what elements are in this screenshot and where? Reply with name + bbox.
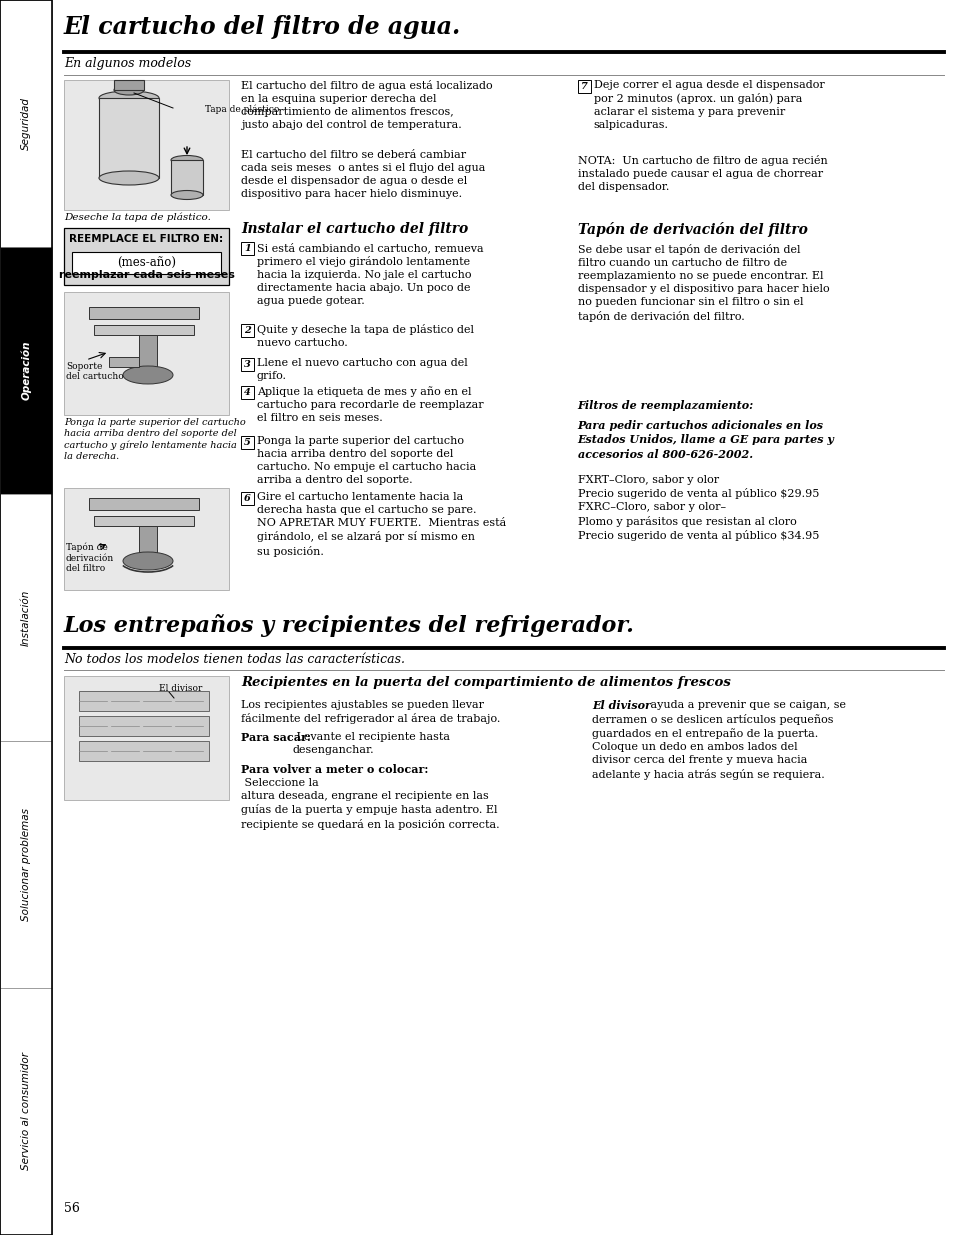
Text: (mes-año): (mes-año) [117, 257, 175, 269]
Text: Quite y deseche la tapa de plástico del
nuevo cartucho.: Quite y deseche la tapa de plástico del … [256, 324, 474, 348]
Text: El cartucho del filtro de agua.: El cartucho del filtro de agua. [64, 15, 460, 40]
Ellipse shape [113, 85, 144, 95]
Text: Instalar el cartucho del filtro: Instalar el cartucho del filtro [241, 222, 468, 236]
Bar [0, 0, 52, 1235]
Text: reemplazar cada seis meses: reemplazar cada seis meses [58, 270, 234, 280]
Bar [139, 526, 157, 561]
Text: NOTA:  Un cartucho de filtro de agua recién
instalado puede causar el agua de ch: NOTA: Un cartucho de filtro de agua reci… [577, 156, 826, 193]
Ellipse shape [99, 91, 159, 105]
Text: El cartucho del filtro se deberá cambiar
cada seis meses  o antes si el flujo de: El cartucho del filtro se deberá cambiar… [241, 149, 485, 199]
Bar [89, 308, 199, 319]
Bar [79, 692, 209, 711]
Text: Si está cambiando el cartucho, remueva
primero el viejo girándolo lentamente
hac: Si está cambiando el cartucho, remueva p… [256, 242, 483, 306]
Ellipse shape [123, 366, 172, 384]
Bar [139, 335, 157, 375]
Ellipse shape [171, 190, 203, 200]
Text: Solucionar problemas: Solucionar problemas [21, 808, 30, 921]
Text: Levante el recipiente hasta
desenganchar.: Levante el recipiente hasta desenganchar… [293, 732, 450, 755]
Text: 2: 2 [244, 326, 251, 335]
Bar [241, 387, 253, 399]
Text: Los entrepaños y recipientes del refrigerador.: Los entrepaños y recipientes del refrige… [64, 614, 634, 637]
Bar [94, 325, 193, 335]
Bar [241, 492, 253, 505]
Text: Gire el cartucho lentamente hacia la
derecha hasta que el cartucho se pare.
NO A: Gire el cartucho lentamente hacia la der… [256, 492, 506, 557]
Text: 1: 1 [244, 245, 251, 253]
Text: Deseche la tapa de plástico.: Deseche la tapa de plástico. [64, 212, 211, 222]
Text: Instalación: Instalación [21, 589, 30, 646]
Text: Ponga la parte superior del cartucho
hacia arriba dentro del soporte del
cartuch: Ponga la parte superior del cartucho hac… [64, 417, 246, 461]
Text: 6: 6 [244, 494, 251, 503]
Text: Tapa de plástico: Tapa de plástico [205, 105, 279, 115]
Bar [171, 161, 203, 195]
Bar [79, 716, 209, 736]
Bar [577, 80, 590, 93]
Bar [64, 488, 229, 590]
Text: derramen o se deslicen artículos pequeños
guardados en el entrepaño de la puerta: derramen o se deslicen artículos pequeño… [592, 714, 833, 779]
Text: Para volver a meter o colocar:: Para volver a meter o colocar: [241, 764, 428, 776]
Bar [94, 516, 193, 526]
Text: Filtros de reemplazamiento:: Filtros de reemplazamiento: [577, 400, 753, 411]
Bar [64, 291, 229, 415]
Text: Los recipientes ajustables se pueden llevar
fácilmente del refrigerador al área : Los recipientes ajustables se pueden lle… [241, 700, 500, 725]
Bar [0, 741, 52, 988]
Text: El divisor: El divisor [592, 700, 651, 711]
Text: ayuda a prevenir que se caigan, se: ayuda a prevenir que se caigan, se [647, 700, 845, 710]
Text: El divisor: El divisor [159, 684, 202, 693]
Ellipse shape [99, 170, 159, 185]
Text: 3: 3 [244, 359, 251, 369]
Bar [79, 741, 209, 761]
Bar [0, 494, 52, 741]
Text: El cartucho del filtro de agua está localizado
en la esquina superior derecha de: El cartucho del filtro de agua está loca… [241, 80, 492, 130]
Text: Deje correr el agua desde el dispensador
por 2 minutos (aprox. un galón) para
ac: Deje correr el agua desde el dispensador… [593, 80, 823, 131]
Text: FXRT–Cloro, sabor y olor
Precio sugerido de venta al público $29.95
FXRC–Cloro, : FXRT–Cloro, sabor y olor Precio sugerido… [577, 475, 818, 541]
Bar [99, 98, 159, 178]
Bar [71, 252, 221, 274]
Bar [0, 247, 52, 494]
Text: Soporte
del cartucho: Soporte del cartucho [66, 362, 124, 382]
Bar [64, 80, 229, 210]
Bar [109, 357, 139, 367]
Text: Para sacar:: Para sacar: [241, 732, 311, 743]
Bar [64, 228, 229, 285]
Text: Recipientes en la puerta del compartimiento de alimentos frescos: Recipientes en la puerta del compartimie… [241, 676, 730, 689]
Text: No todos los modelos tienen todas las características.: No todos los modelos tienen todas las ca… [64, 653, 405, 666]
Bar [64, 676, 229, 800]
Bar [241, 436, 253, 450]
Text: Seguridad: Seguridad [21, 98, 30, 149]
Text: Para pedir cartuchos adicionales en los
Estados Unidos, llame a GE para partes y: Para pedir cartuchos adicionales en los … [577, 420, 834, 459]
Text: Llene el nuevo cartucho con agua del
grifo.: Llene el nuevo cartucho con agua del gri… [256, 358, 467, 382]
Text: 5: 5 [244, 438, 251, 447]
Bar [0, 988, 52, 1235]
Text: Tapón de derivación del filtro: Tapón de derivación del filtro [577, 222, 806, 237]
Bar [241, 358, 253, 370]
Text: 4: 4 [244, 388, 251, 396]
Text: Aplique la etiqueta de mes y año en el
cartucho para recordarle de reemplazar
el: Aplique la etiqueta de mes y año en el c… [256, 387, 483, 422]
Bar [241, 324, 253, 337]
Text: Seleccione la
altura deseada, engrane el recipiente en las
guías de la puerta y : Seleccione la altura deseada, engrane el… [241, 778, 499, 830]
Bar [89, 498, 199, 510]
Text: Servicio al consumidor: Servicio al consumidor [21, 1052, 30, 1171]
Text: Operación: Operación [21, 341, 31, 400]
Ellipse shape [171, 156, 203, 164]
Bar [0, 0, 52, 247]
Bar [113, 80, 144, 90]
Ellipse shape [123, 552, 172, 571]
Text: Tapón de
derivación
del filtro: Tapón de derivación del filtro [66, 543, 114, 573]
Text: En algunos modelos: En algunos modelos [64, 57, 191, 70]
Bar [241, 242, 253, 254]
Text: Se debe usar el tapón de derivación del
filtro cuando un cartucho de filtro de
r: Se debe usar el tapón de derivación del … [577, 245, 828, 321]
Text: 7: 7 [580, 82, 587, 91]
Text: 56: 56 [64, 1202, 80, 1215]
Text: REEMPLACE EL FILTRO EN:: REEMPLACE EL FILTRO EN: [70, 233, 223, 245]
Text: Ponga la parte superior del cartucho
hacia arriba dentro del soporte del
cartuch: Ponga la parte superior del cartucho hac… [256, 436, 476, 485]
